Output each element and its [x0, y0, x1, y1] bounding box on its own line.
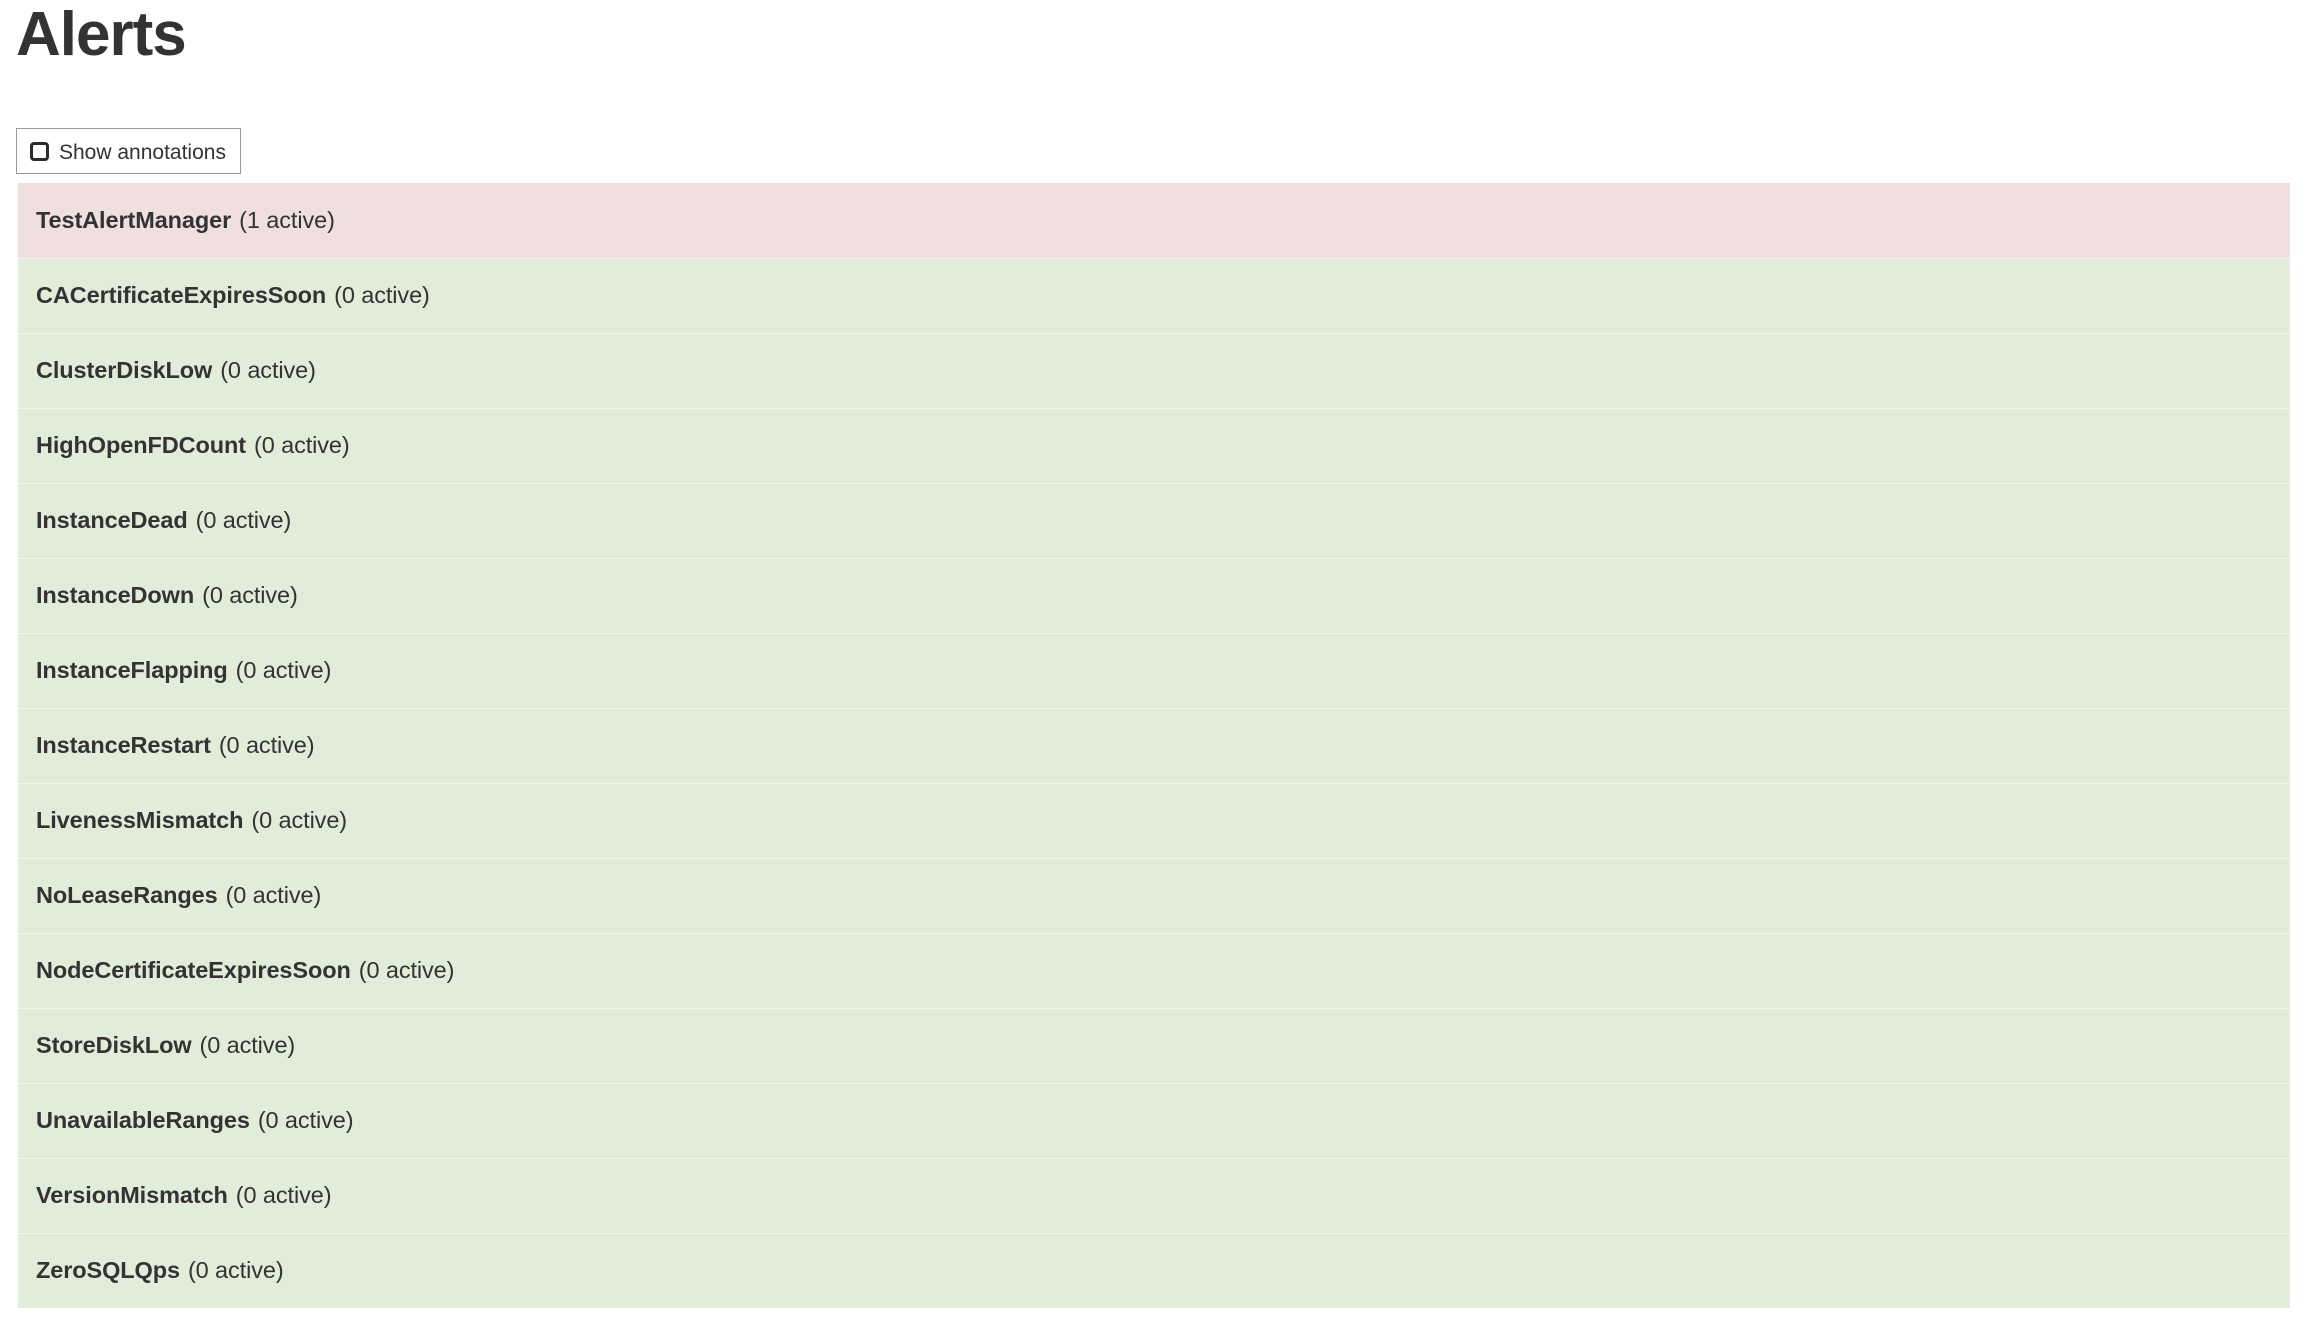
alert-row[interactable]: CACertificateExpiresSoon (0 active)	[18, 258, 2290, 333]
alert-name: InstanceDown	[36, 582, 195, 609]
alert-active-count: (0 active)	[202, 582, 298, 609]
alerts-list: TestAlertManager (1 active) CACertificateE…	[18, 183, 2290, 1308]
alert-row[interactable]: InstanceDown (0 active)	[18, 558, 2290, 633]
alert-row[interactable]: InstanceDead (0 active)	[18, 483, 2290, 558]
alert-name: LivenessMismatch	[36, 807, 244, 834]
alert-row[interactable]: InstanceRestart (0 active)	[18, 708, 2290, 783]
alert-name: TestAlertManager	[36, 206, 232, 233]
alert-active-count: (0 active)	[253, 432, 350, 459]
alert-name: StoreDiskLow	[36, 1032, 192, 1059]
alert-active-count: (0 active)	[187, 1257, 284, 1284]
alert-active-count: (0 active)	[220, 357, 316, 384]
alert-row[interactable]: ZeroSQLQps (0 active)	[18, 1233, 2290, 1308]
toolbar: Show annotations	[16, 128, 241, 174]
alert-active-count: (0 active)	[257, 1107, 354, 1134]
alert-active-count: (0 active)	[218, 732, 315, 759]
alert-name: ClusterDiskLow	[36, 357, 213, 384]
alert-active-count: (0 active)	[358, 957, 455, 984]
alert-name: UnavailableRanges	[36, 1107, 250, 1134]
alert-row[interactable]: NoLeaseRanges (0 active)	[18, 858, 2290, 933]
alert-active-count: (0 active)	[251, 807, 348, 834]
alert-row[interactable]: StoreDiskLow (0 active)	[18, 1008, 2290, 1083]
alert-name: VersionMismatch	[36, 1182, 228, 1209]
alert-row[interactable]: UnavailableRanges (0 active)	[18, 1083, 2290, 1158]
unchecked-checkbox-icon	[30, 141, 49, 161]
alert-active-count: (0 active)	[199, 1032, 296, 1059]
page-title: Alerts	[16, 0, 187, 69]
alert-row[interactable]: ClusterDiskLow (0 active)	[18, 333, 2290, 408]
alert-name: InstanceDead	[36, 507, 188, 534]
alert-active-count: (0 active)	[235, 1182, 332, 1209]
show-annotations-label: Show annotations	[59, 140, 226, 164]
alert-name: NoLeaseRanges	[36, 882, 218, 909]
alert-active-count: (0 active)	[225, 882, 322, 909]
alert-name: ZeroSQLQps	[36, 1257, 180, 1284]
alert-row[interactable]: InstanceFlapping (0 active)	[18, 633, 2290, 708]
alert-name: InstanceFlapping	[36, 657, 228, 684]
alert-active-count: (1 active)	[239, 206, 335, 233]
show-annotations-button[interactable]: Show annotations	[16, 128, 241, 174]
alert-name: InstanceRestart	[36, 732, 211, 759]
alert-name: HighOpenFDCount	[36, 432, 246, 459]
alert-row[interactable]: VersionMismatch (0 active)	[18, 1158, 2290, 1233]
alert-active-count: (0 active)	[235, 657, 332, 684]
alert-active-count: (0 active)	[334, 282, 430, 309]
alert-active-count: (0 active)	[195, 507, 292, 534]
alert-row[interactable]: HighOpenFDCount (0 active)	[18, 408, 2290, 483]
alert-name: CACertificateExpiresSoon	[36, 282, 327, 309]
alert-row[interactable]: NodeCertificateExpiresSoon (0 active)	[18, 933, 2290, 1008]
alert-name: NodeCertificateExpiresSoon	[36, 957, 351, 984]
alert-row[interactable]: TestAlertManager (1 active)	[18, 183, 2290, 258]
alert-row[interactable]: LivenessMismatch (0 active)	[18, 783, 2290, 858]
